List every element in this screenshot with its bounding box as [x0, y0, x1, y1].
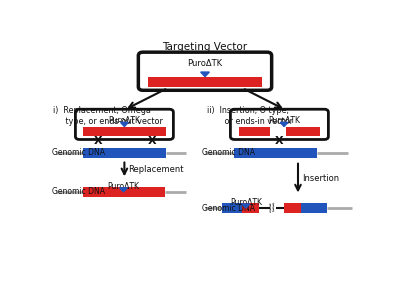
Bar — [239, 127, 270, 136]
Text: ii)  Insertion, O type,
       or ends-in vector: ii) Insertion, O type, or ends-in vector — [206, 106, 292, 126]
Text: Replacement: Replacement — [128, 165, 184, 174]
Bar — [148, 77, 262, 87]
Polygon shape — [120, 188, 127, 192]
Bar — [82, 187, 165, 197]
Text: i)  Replacement, Omega
     type, or ends-out vector: i) Replacement, Omega type, or ends-out … — [53, 106, 163, 126]
Text: Genomic DNA: Genomic DNA — [52, 148, 104, 157]
Text: PuroΔTK: PuroΔTK — [108, 182, 140, 190]
Text: PuroΔTK: PuroΔTK — [230, 198, 262, 207]
FancyBboxPatch shape — [138, 52, 272, 90]
Text: //: // — [268, 202, 277, 214]
Polygon shape — [120, 122, 128, 127]
Text: X: X — [275, 136, 284, 146]
Bar — [286, 127, 320, 136]
FancyBboxPatch shape — [230, 109, 328, 140]
Bar — [234, 148, 317, 158]
Text: X: X — [94, 136, 102, 146]
Bar — [222, 203, 242, 213]
Text: Targeting Vector: Targeting Vector — [162, 42, 248, 52]
Polygon shape — [280, 122, 288, 127]
FancyBboxPatch shape — [76, 109, 173, 140]
Bar — [84, 127, 166, 136]
Bar — [301, 203, 328, 213]
Text: Genomic DNA: Genomic DNA — [52, 188, 104, 196]
Bar — [284, 203, 301, 213]
Polygon shape — [201, 72, 209, 77]
Polygon shape — [242, 204, 250, 208]
Text: PuroΔTK: PuroΔTK — [108, 116, 140, 125]
Text: Genomic DNA: Genomic DNA — [202, 204, 255, 213]
Text: X: X — [148, 136, 157, 146]
Text: Genomic DNA: Genomic DNA — [202, 148, 255, 157]
Bar — [242, 203, 259, 213]
Text: PuroΔTK: PuroΔTK — [268, 116, 300, 125]
Text: Insertion: Insertion — [302, 174, 339, 183]
Bar — [84, 148, 166, 158]
Text: PuroΔTK: PuroΔTK — [188, 59, 222, 68]
